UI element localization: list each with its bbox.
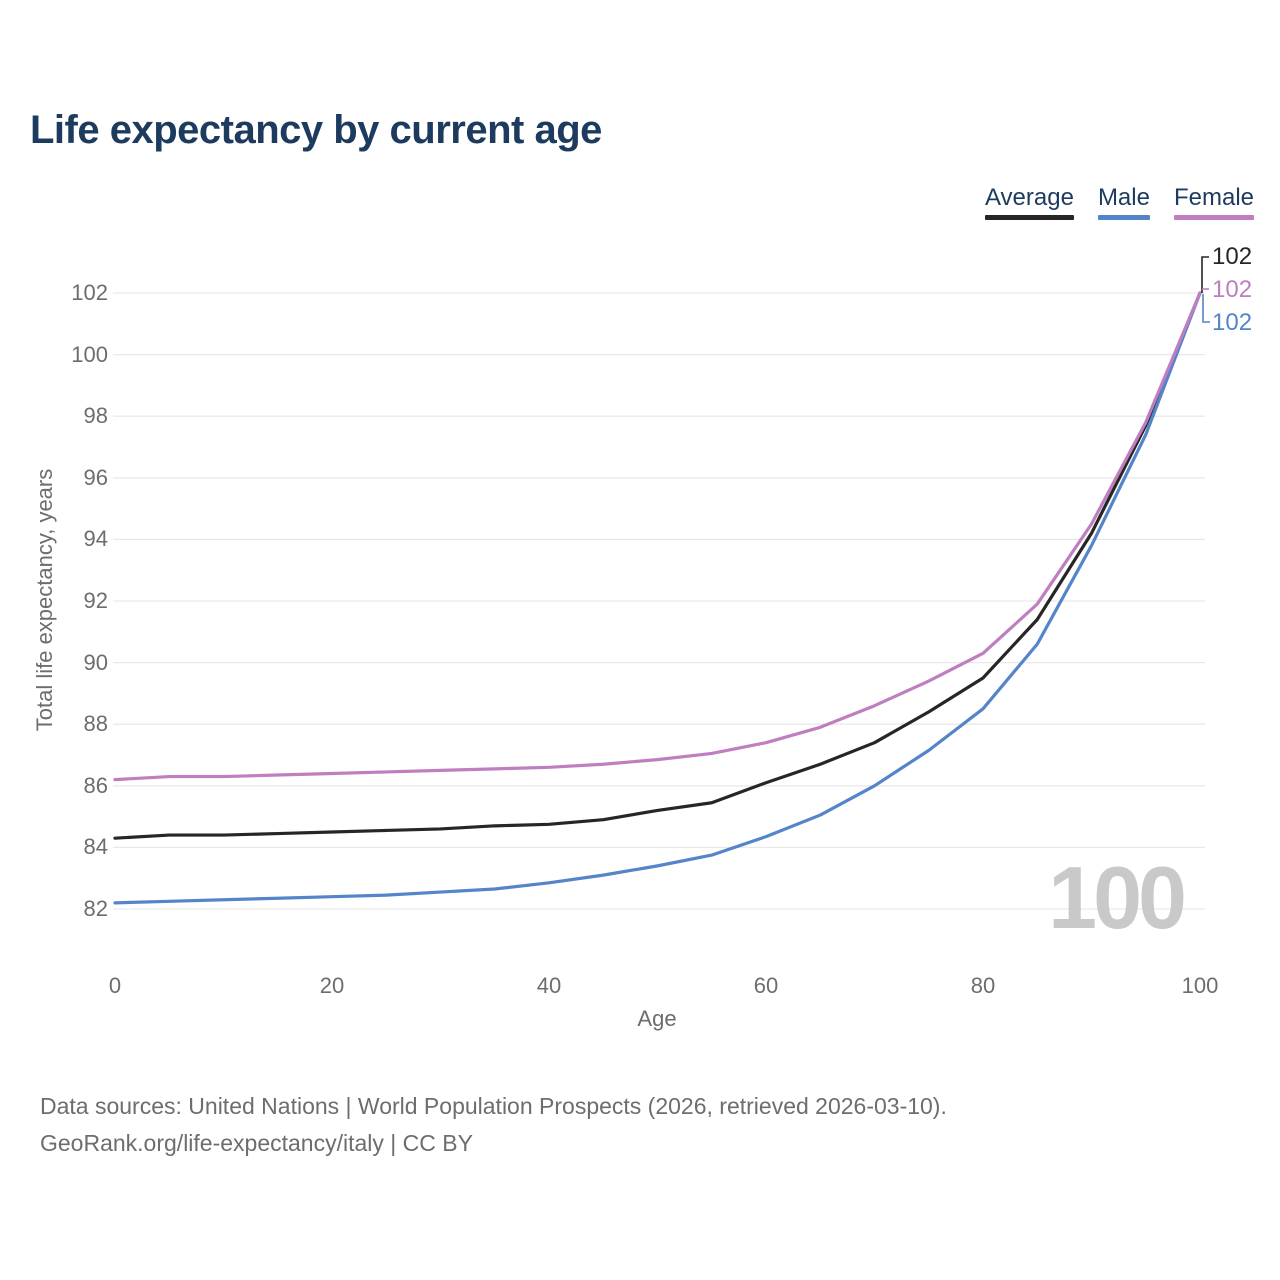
legend-item-male[interactable]: Male (1097, 184, 1150, 220)
legend-label-female: Female (1173, 184, 1254, 211)
legend-item-female[interactable]: Female (1173, 184, 1254, 220)
page-title: Life expectancy by current age (30, 108, 602, 152)
end-label-connector (1202, 294, 1210, 323)
y-axis-title: Total life expectancy, years (32, 468, 57, 732)
legend: Average Male Female (984, 184, 1254, 220)
series-line-average (113, 291, 1202, 840)
end-label-average: 102 (1212, 243, 1253, 270)
y-tick-label: 86 (83, 772, 108, 798)
end-label-female: 102 (1212, 276, 1253, 303)
age-watermark: 100 (1048, 848, 1187, 947)
x-tick-label: 20 (319, 973, 345, 998)
x-tick-label: 100 (1181, 973, 1219, 998)
end-label-male: 102 (1212, 309, 1253, 336)
y-tick-label: 102 (71, 280, 108, 305)
y-tick-label: 96 (83, 464, 108, 490)
y-tick-label: 84 (83, 834, 108, 860)
legend-label-male: Male (1097, 184, 1150, 211)
x-tick-label: 80 (970, 973, 996, 998)
end-label-connector (1201, 256, 1209, 293)
legend-swatch-female (1173, 215, 1254, 220)
y-tick-label: 92 (83, 588, 108, 613)
x-tick-label: 60 (753, 973, 779, 998)
legend-label-average: Average (984, 184, 1074, 211)
y-tick-label: 98 (83, 403, 108, 429)
y-tick-label: 82 (83, 896, 108, 921)
footer-license-line: GeoRank.org/life-expectancy/italy | CC B… (40, 1130, 473, 1156)
series-line-male (113, 291, 1202, 905)
y-tick-label: 100 (71, 341, 108, 367)
footer: Data sources: United Nations | World Pop… (40, 1088, 947, 1162)
series-line-female (113, 291, 1202, 782)
x-tick-label: 40 (536, 973, 562, 998)
legend-swatch-male (1097, 215, 1150, 220)
y-tick-label: 90 (83, 649, 108, 675)
legend-item-average[interactable]: Average (984, 184, 1074, 220)
y-tick-label: 88 (83, 711, 108, 737)
footer-sources-line: Data sources: United Nations | World Pop… (40, 1093, 947, 1119)
legend-swatch-average (984, 215, 1074, 220)
y-tick-label: 94 (83, 526, 108, 552)
x-tick-label: 0 (108, 973, 122, 998)
x-axis-title: Age (637, 1006, 677, 1031)
